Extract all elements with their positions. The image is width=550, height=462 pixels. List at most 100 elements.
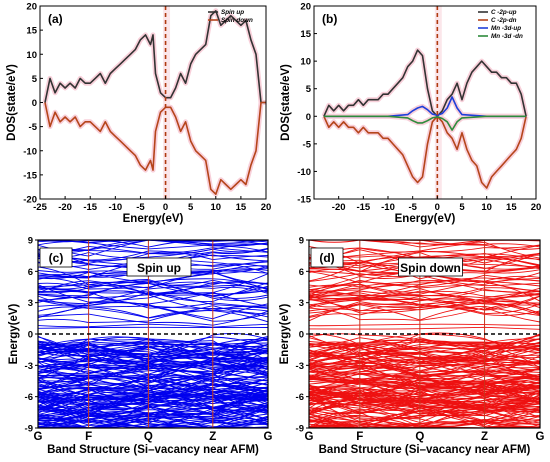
panel-d-ytick-label: 9: [299, 236, 304, 247]
panel-a-xlabel: Energy(eV): [123, 213, 184, 225]
panel-d-ytick-label: 3: [299, 298, 304, 309]
panel-c-kpoint-label: Z: [209, 431, 216, 443]
panel-a-xtick-label: -10: [108, 202, 122, 213]
panel-a-xtick-label: 20: [261, 202, 272, 213]
panel-a-ytick-label: -5: [29, 122, 38, 133]
panel-c-kpoint-label: G: [264, 431, 273, 443]
panel-b-ytick-label: 20: [300, 2, 311, 13]
panel-c-ytick-label: -6: [25, 392, 33, 403]
panel-b-ytick-label: -10: [297, 167, 311, 178]
panel-a-series-line-0: [44, 10, 266, 104]
panel-a-ytick-label: -10: [23, 146, 37, 157]
panel-d-ytick-label: -9: [296, 424, 304, 435]
panel-b-frame: [313, 5, 537, 200]
panel-c-band-line: [37, 323, 269, 328]
panel-d-kpoint-label: F: [356, 431, 363, 443]
panel-d-annotation-box: [398, 257, 463, 277]
panel-d-ytick-label: 0: [299, 330, 304, 341]
panel-d-kpoint-label: Z: [481, 431, 488, 443]
panel-c-ytick-label: 0: [28, 330, 33, 341]
panel-a-xtick-label: -20: [58, 202, 72, 213]
panel-a-ytick-label: 5: [32, 74, 38, 85]
panel-b-xtick-label: 10: [481, 202, 492, 213]
panel-d-kpoint-label: Q: [415, 431, 424, 443]
panel-a-ytick-label: 20: [26, 2, 37, 13]
panel-a-series-glow-0: [42, 8, 266, 105]
panel-c-ytick-label: 9: [28, 236, 33, 247]
panel-b-panel-label: (b): [322, 12, 337, 26]
panel-d-ylabel: Energy(eV): [279, 303, 291, 364]
panel-b-xtick-label: -10: [381, 202, 395, 213]
panel-b-xtick-label: 15: [506, 202, 517, 213]
panel-c-xlabel: Band Structure (Si–vacancy near AFM): [47, 444, 259, 456]
panel-d-annotation: Spin down: [400, 261, 461, 275]
panel-d-band-line: [308, 323, 541, 327]
panel-a-panel-label: (a): [48, 12, 63, 26]
panel-d-band-line: [308, 307, 541, 323]
panel-a-ytick-label: 15: [26, 26, 37, 37]
panel-b-fermi-shade: [434, 6, 442, 199]
panel-c-ytick-label: -3: [25, 361, 33, 372]
panel-b-legend-label-1: C -2p-dn: [491, 17, 517, 24]
panel-c-annotation: Spin up: [137, 261, 181, 275]
panel-b-legend-label-3: Mn -3d -dn: [491, 33, 523, 40]
panel-a-series-glow-1: [42, 100, 266, 197]
panel-b-series-line-2: [323, 96, 527, 118]
panel-a-series-line-1: [44, 101, 266, 195]
panel-d-panel-label-box: [310, 247, 344, 268]
panel-d-ytick-label: -6: [296, 392, 304, 403]
panel-b-ytick-label: 10: [300, 57, 311, 68]
panel-b-xtick-label: 20: [531, 202, 542, 213]
panel-b-legend-label-0: C -2p-up: [491, 9, 517, 16]
panel-b-series-line-0: [323, 49, 527, 118]
panel-b-series-line-1: [323, 115, 527, 189]
panel-a-legend-label-1: Spin down: [221, 17, 253, 24]
panel-c-ylabel: Energy(eV): [8, 303, 20, 364]
panel-a-xtick-label: 5: [188, 202, 194, 213]
panel-c-ytick-label: 6: [28, 267, 33, 278]
panel-a-ytick-label: -15: [23, 170, 37, 181]
panel-a-legend-label-0: Spin up: [221, 9, 244, 16]
panel-c-kpoint-label: Q: [144, 431, 153, 443]
panel-d-kpoint-label: G: [305, 431, 314, 443]
panel-b-ytick-label: 0: [306, 112, 311, 123]
panel-b-xlabel: Energy(eV): [395, 213, 456, 225]
panel-a-xtick-label: 10: [210, 202, 221, 213]
panel-b-ytick-label: 5: [306, 84, 312, 95]
panel-a-xtick-label: 15: [236, 202, 247, 213]
panel-c-panel-label: (c): [49, 251, 64, 265]
panel-a-xtick-label: -25: [33, 202, 47, 213]
panel-d-ytick-label: 6: [299, 267, 304, 278]
panel-a-fermi-shade: [163, 6, 171, 199]
panel-d-xlabel: Band Structure (Si–vacancy near AFM): [319, 444, 531, 456]
panel-a-xtick-label: -5: [136, 202, 145, 213]
panel-a-ytick-label: 10: [26, 50, 37, 61]
panel-d-panel-label: (d): [319, 251, 334, 265]
panel-c-ytick-label: -9: [25, 424, 33, 435]
panel-a-ylabel: DOS(state/eV): [6, 64, 18, 141]
panel-c-band-line: [37, 239, 269, 250]
panel-b-xtick-label: -15: [356, 202, 370, 213]
panel-c-annotation-box: [126, 257, 192, 277]
panel-c-band-line: [37, 326, 269, 329]
panel-b-xtick-label: 5: [459, 202, 465, 213]
panel-b-xtick-label: 0: [435, 202, 440, 213]
panel-d-band-line: [308, 326, 541, 330]
panel-d-kpoint-label: G: [536, 431, 545, 443]
panel-b-ylabel: DOS(state/eV): [280, 64, 292, 141]
panel-c-ytick-label: 3: [28, 298, 33, 309]
panel-b-ytick-label: 15: [300, 29, 311, 40]
panel-b-ytick-label: -15: [297, 195, 311, 206]
panel-b-xtick-label: -20: [332, 202, 346, 213]
panel-d-ytick-label: -3: [296, 361, 304, 372]
panel-a-xtick-label: -15: [83, 202, 97, 213]
panel-b-ytick-label: -5: [303, 139, 312, 150]
panel-a-ytick-label: -20: [23, 195, 37, 206]
panel-b-series-line-3: [323, 115, 527, 131]
panel-a-ytick-label: 0: [32, 98, 37, 109]
panel-b-legend-label-2: Mn -3d-up: [491, 25, 521, 32]
panel-c-panel-label-box: [39, 247, 73, 268]
panel-a-xtick-label: 0: [163, 202, 168, 213]
panel-c-kpoint-label: F: [85, 431, 92, 443]
